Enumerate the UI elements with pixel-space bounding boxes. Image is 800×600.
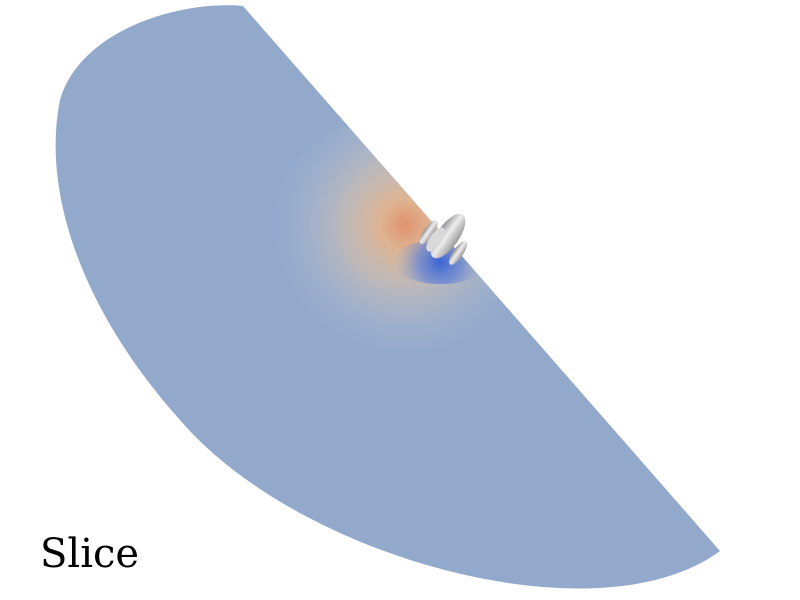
caption-label: Slice — [40, 531, 140, 577]
space-shuttle-model[interactable] — [414, 202, 482, 271]
field-overlay — [265, 115, 545, 355]
orbiter — [426, 227, 446, 252]
booster-left — [419, 220, 438, 245]
booster-right — [449, 241, 468, 265]
external-tank — [430, 213, 466, 259]
warm-field-region — [265, 115, 545, 355]
